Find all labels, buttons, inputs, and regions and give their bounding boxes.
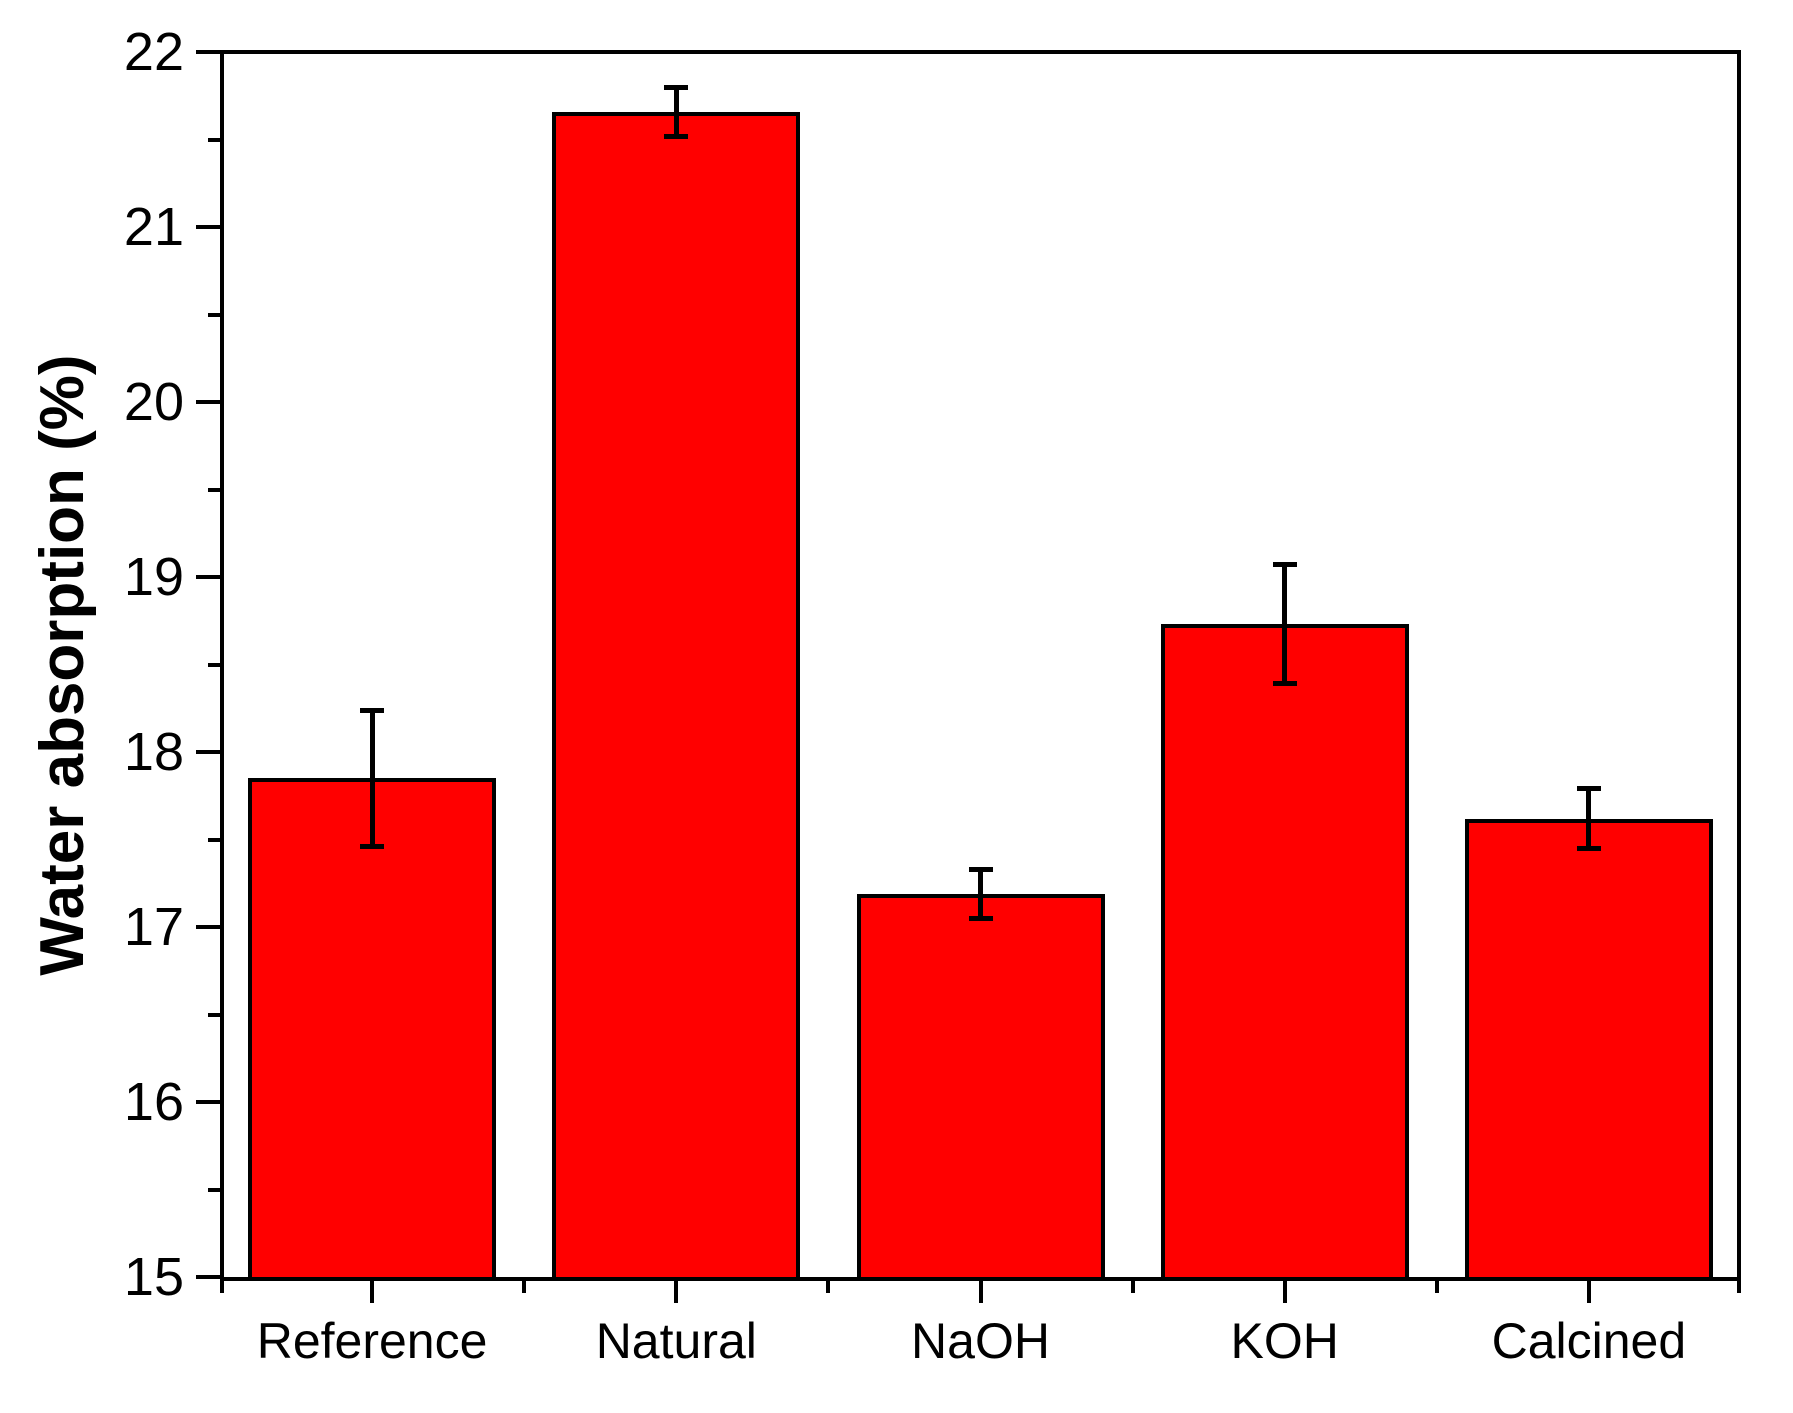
x-minor-tick bbox=[1434, 1281, 1439, 1293]
x-tick-label-koh: KOH bbox=[1230, 1313, 1339, 1369]
error-bar-naoh-stem bbox=[978, 869, 983, 919]
y-major-tick-22 bbox=[196, 50, 220, 54]
error-bar-reference-cap-bottom bbox=[360, 844, 385, 849]
x-tick-label-calcined: Calcined bbox=[1491, 1313, 1687, 1369]
y-minor-tick bbox=[208, 312, 220, 317]
x-minor-tick bbox=[1130, 1281, 1135, 1293]
bar-reference bbox=[248, 778, 497, 1281]
y-minor-tick bbox=[208, 1187, 220, 1192]
x-major-tick-calcined bbox=[1586, 1281, 1591, 1303]
x-major-tick-reference bbox=[370, 1281, 375, 1303]
y-tick-label-16: 16 bbox=[123, 1072, 184, 1132]
y-tick-label-18: 18 bbox=[123, 722, 184, 782]
x-minor-tick bbox=[826, 1281, 831, 1293]
x-tick-label-reference: Reference bbox=[256, 1313, 488, 1369]
y-tick-label-17: 17 bbox=[123, 897, 184, 957]
bar-koh bbox=[1160, 624, 1409, 1281]
y-minor-tick bbox=[208, 1012, 220, 1017]
error-bar-koh-stem bbox=[1282, 564, 1288, 684]
plot-border-top bbox=[220, 50, 1741, 54]
x-major-tick-naoh bbox=[978, 1281, 983, 1303]
error-bar-koh-cap-bottom bbox=[1272, 681, 1297, 687]
y-major-tick-16 bbox=[196, 1100, 220, 1104]
y-major-tick-21 bbox=[196, 225, 220, 229]
y-minor-tick bbox=[208, 837, 220, 842]
error-bar-calcined-stem bbox=[1586, 788, 1592, 849]
y-minor-tick bbox=[208, 662, 220, 667]
x-minor-tick bbox=[1737, 1281, 1741, 1293]
x-tick-label-natural: Natural bbox=[595, 1313, 757, 1369]
y-tick-label-22: 22 bbox=[123, 22, 184, 82]
plot-border-right bbox=[1737, 50, 1741, 1281]
error-bar-koh-cap-top bbox=[1272, 562, 1297, 568]
bar-naoh bbox=[856, 893, 1105, 1281]
y-tick-label-20: 20 bbox=[123, 372, 184, 432]
y-tick-label-15: 15 bbox=[123, 1247, 184, 1307]
y-major-tick-19 bbox=[196, 575, 220, 579]
x-major-tick-koh bbox=[1282, 1281, 1287, 1303]
error-bar-calcined-cap-bottom bbox=[1576, 845, 1601, 851]
y-minor-tick bbox=[208, 137, 220, 142]
y-axis-title: Water absorption (%) bbox=[28, 354, 97, 976]
y-major-tick-18 bbox=[196, 750, 220, 754]
bar-calcined bbox=[1464, 818, 1713, 1281]
error-bar-natural-cap-top bbox=[664, 84, 689, 90]
error-bar-reference-stem bbox=[369, 710, 375, 847]
error-bar-natural-stem bbox=[673, 87, 679, 136]
x-major-tick-natural bbox=[674, 1281, 679, 1303]
y-tick-label-21: 21 bbox=[123, 197, 184, 257]
y-major-tick-17 bbox=[196, 925, 220, 929]
error-bar-naoh-cap-top bbox=[968, 866, 993, 872]
y-major-tick-15 bbox=[196, 1275, 220, 1279]
error-bar-natural-cap-bottom bbox=[664, 133, 689, 139]
error-bar-calcined-cap-top bbox=[1576, 786, 1601, 792]
y-tick-label-19: 19 bbox=[123, 547, 184, 607]
y-axis-line bbox=[220, 50, 224, 1281]
error-bar-reference-cap-top bbox=[360, 707, 385, 713]
x-tick-label-naoh: NaOH bbox=[911, 1313, 1050, 1369]
error-bar-naoh-cap-bottom bbox=[968, 915, 993, 921]
x-minor-tick bbox=[522, 1281, 527, 1293]
y-minor-tick bbox=[208, 487, 220, 492]
bar-natural bbox=[552, 111, 801, 1281]
x-minor-tick bbox=[220, 1281, 224, 1293]
y-major-tick-20 bbox=[196, 400, 220, 404]
x-axis-line bbox=[220, 1277, 1741, 1281]
